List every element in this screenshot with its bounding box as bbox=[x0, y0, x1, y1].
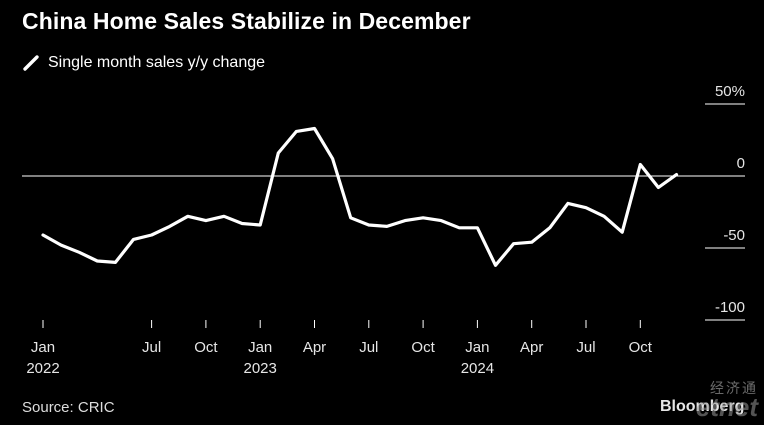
x-year-label: 2024 bbox=[461, 360, 494, 377]
watermark-latin: etnet bbox=[695, 392, 758, 422]
x-tick-label: Oct bbox=[629, 339, 653, 356]
x-tick-label: Apr bbox=[303, 339, 326, 356]
x-tick-label: Oct bbox=[194, 339, 218, 356]
chart-title: China Home Sales Stabilize in December bbox=[22, 8, 471, 34]
x-tick-label: Jul bbox=[142, 339, 161, 356]
x-year-label: 2023 bbox=[244, 360, 277, 377]
y-tick-label: 0 bbox=[737, 155, 745, 172]
x-tick-label: Oct bbox=[411, 339, 435, 356]
etnet-watermark: 经济通 etnet bbox=[674, 378, 760, 422]
x-tick-label: Jan bbox=[248, 339, 272, 356]
x-year-label: 2022 bbox=[26, 360, 59, 377]
y-tick-label: -100 bbox=[715, 299, 745, 316]
legend: Single month sales y/y change bbox=[22, 54, 265, 72]
y-tick-label: 50% bbox=[715, 83, 745, 100]
y-tick-label: -50 bbox=[723, 227, 745, 244]
legend-label: Single month sales y/y change bbox=[48, 54, 266, 71]
series-line bbox=[41, 126, 679, 267]
x-tick-label: Jan bbox=[465, 339, 489, 356]
x-tick-label: Apr bbox=[520, 339, 543, 356]
x-tick-label: Jul bbox=[576, 339, 595, 356]
source-note: Source: CRIC bbox=[22, 399, 115, 416]
x-tick-label: Jan bbox=[31, 339, 55, 356]
legend-line-swatch bbox=[23, 55, 39, 71]
watermark-chinese: 经济通 bbox=[710, 380, 758, 396]
bloomberg-logo: Bloomberg bbox=[660, 398, 745, 415]
x-tick-label: Jul bbox=[359, 339, 378, 356]
